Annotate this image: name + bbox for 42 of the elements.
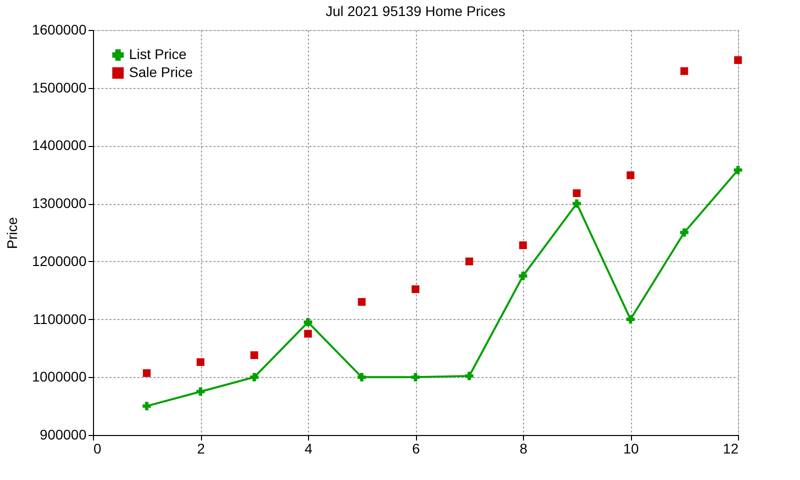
legend-label: Sale Price [129,64,194,80]
point [465,258,474,266]
point [304,330,312,338]
y-tick-label: 1600000 [32,22,87,38]
point [518,272,528,280]
point [680,228,688,237]
y-tick-label: 1300000 [32,195,87,212]
x-tick-label: 8 [520,440,528,456]
point [626,171,634,180]
x-tick-label: 2 [197,440,206,456]
y-tick-label: 1000000 [32,368,87,385]
y-tick-label: 1100000 [33,310,87,327]
legend-label: List Price [129,46,187,62]
point [572,199,581,208]
point [142,402,151,410]
point [680,67,688,75]
point [626,315,635,324]
point [250,372,258,382]
x-tick-label: 0 [94,440,102,456]
y-tick-label: 1400000 [32,137,87,154]
chart-title: Jul 2021 95139 Home Prices [326,3,506,19]
x-tick-label: 6 [412,440,420,456]
point [358,298,366,306]
y-axis-title: Price [4,216,20,249]
point [412,285,420,294]
point [519,241,527,250]
point [196,387,205,396]
point [250,351,258,360]
x-tick-label: 12 [722,440,739,456]
point [465,372,474,380]
point [142,369,151,377]
y-tick-label: 900000 [40,426,87,442]
point [358,372,366,382]
y-tick-label: 1200000 [32,252,87,269]
point [734,56,742,64]
point [196,358,204,366]
x-tick-label: 4 [304,440,313,456]
x-tick-label: 10 [623,440,639,456]
y-tick-label: 1500000 [32,79,87,96]
point [304,318,312,326]
point [572,189,581,198]
point [411,372,420,382]
